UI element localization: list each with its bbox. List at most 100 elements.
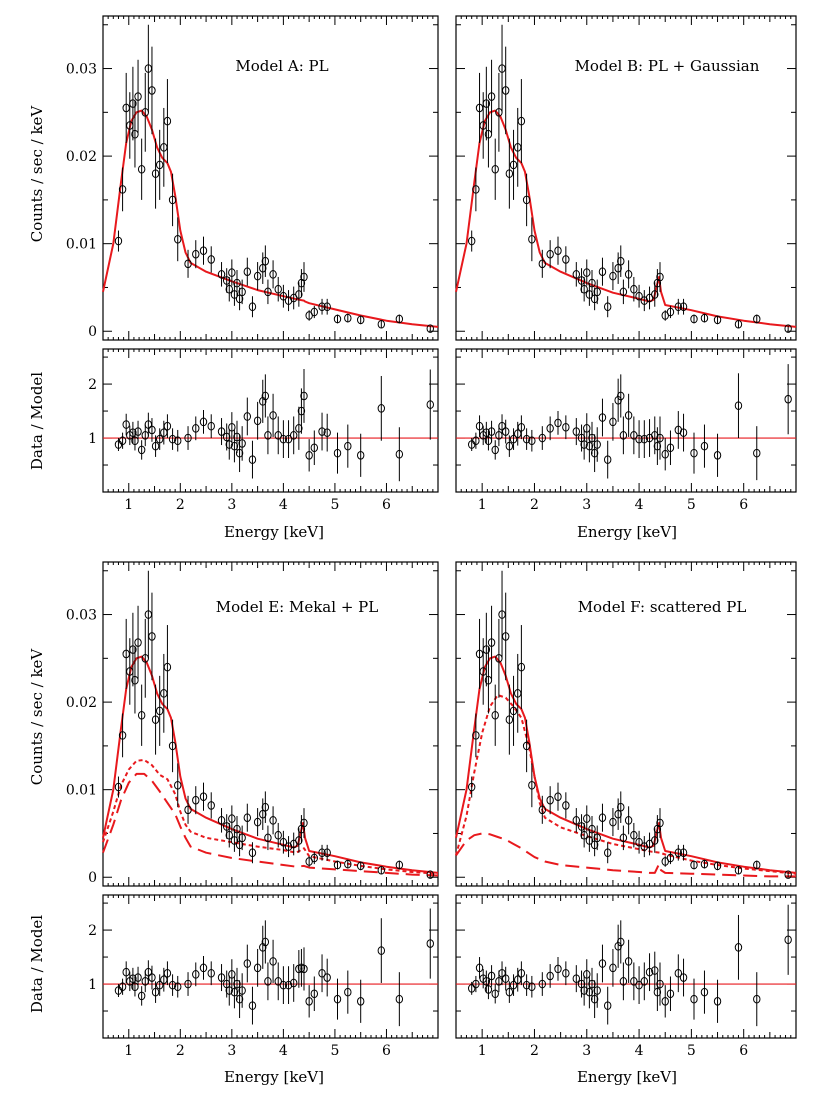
data-point	[635, 837, 643, 847]
data-point	[274, 284, 282, 294]
data-point	[603, 1001, 612, 1010]
data-point	[356, 861, 365, 871]
data-point	[572, 816, 581, 825]
data-point	[593, 833, 601, 843]
data-point	[517, 968, 526, 978]
data-point	[554, 964, 562, 974]
x-tick-label: 1	[124, 497, 133, 513]
data-point	[679, 428, 688, 437]
x-tick-label: 2	[530, 497, 539, 513]
data-point	[538, 433, 547, 443]
data-point	[491, 710, 499, 720]
xlabel-top-left: Energy [keV]	[224, 523, 324, 541]
data-point	[184, 805, 192, 815]
data-point	[617, 937, 625, 947]
data-point	[538, 979, 547, 989]
data-point	[192, 424, 200, 433]
data-point	[168, 434, 177, 444]
x-tick-label: 4	[635, 497, 644, 513]
data-point	[609, 817, 617, 827]
data-point	[528, 982, 536, 992]
data-point	[253, 416, 262, 426]
data-point	[603, 302, 612, 312]
data-point	[222, 822, 231, 831]
data-point	[122, 420, 130, 429]
data-point	[131, 129, 139, 139]
data-point	[572, 974, 581, 983]
data-point	[700, 441, 709, 451]
data-point	[554, 418, 562, 428]
data-point	[279, 980, 288, 990]
data-point	[118, 731, 127, 740]
data-point	[377, 319, 386, 329]
data-point	[577, 822, 586, 831]
data-point	[472, 731, 480, 740]
data-point	[137, 445, 146, 455]
data-point	[482, 645, 491, 654]
data-point	[279, 837, 288, 847]
data-point	[261, 256, 270, 266]
data-point	[377, 946, 386, 955]
data-point	[640, 977, 649, 986]
data-point	[228, 814, 236, 823]
data-point	[635, 291, 643, 301]
panel-frame	[102, 561, 439, 887]
ylabel-ratio-bottom: Data / Model	[28, 915, 46, 1013]
data-point	[585, 987, 594, 997]
x-tick-label: 6	[382, 1043, 391, 1059]
data-point	[199, 417, 208, 427]
data-point	[356, 315, 365, 325]
y-tick-label: 0.03	[66, 608, 97, 624]
x-tick-label: 1	[124, 1043, 133, 1059]
data-point	[333, 448, 342, 458]
data-point	[238, 287, 246, 297]
data-point	[207, 968, 215, 978]
data-point	[151, 987, 160, 997]
data-point	[484, 985, 493, 994]
data-point	[238, 439, 246, 448]
y-tick-label: 1	[88, 977, 97, 993]
data-point	[184, 259, 192, 269]
data-point	[192, 795, 200, 805]
data-point	[598, 959, 607, 968]
data-point	[679, 973, 688, 982]
data-point	[225, 440, 233, 449]
data-point	[118, 185, 127, 194]
model-curve-component-dotted	[102, 758, 439, 875]
data-point	[577, 276, 586, 285]
data-point	[248, 1001, 257, 1010]
data-point	[163, 968, 172, 978]
data-point	[395, 994, 404, 1004]
data-point	[333, 994, 342, 1004]
data-point	[713, 451, 722, 460]
data-point	[174, 780, 182, 790]
data-point	[588, 824, 596, 834]
data-point	[528, 234, 536, 244]
data-point	[505, 169, 514, 178]
data-point	[168, 741, 177, 751]
data-point	[264, 977, 272, 986]
data-point	[318, 302, 326, 312]
data-point	[230, 290, 239, 299]
x-tick-label: 5	[687, 1043, 696, 1059]
data-point	[482, 977, 491, 986]
plot-layer: 0 0.01 0.02 0.03 1 2 3 4 5 6 1 2 1 2 3 4 5 6 0 0.01 0.02 0.03…	[66, 15, 797, 1059]
data-point	[554, 792, 562, 801]
data-point	[487, 971, 496, 981]
data-point	[134, 638, 142, 647]
data-point	[155, 980, 164, 990]
x-tick-label: 6	[382, 497, 391, 513]
data-point	[583, 814, 591, 823]
data-point	[217, 427, 226, 436]
data-point	[134, 92, 142, 101]
data-point	[233, 824, 241, 834]
data-point	[517, 116, 526, 126]
panel-frame	[455, 561, 797, 887]
data-point	[713, 315, 722, 325]
data-point	[295, 290, 303, 299]
data-point	[509, 434, 518, 444]
data-point	[233, 979, 241, 989]
data-point	[300, 964, 308, 974]
data-point	[261, 391, 270, 401]
data-point	[666, 853, 675, 863]
